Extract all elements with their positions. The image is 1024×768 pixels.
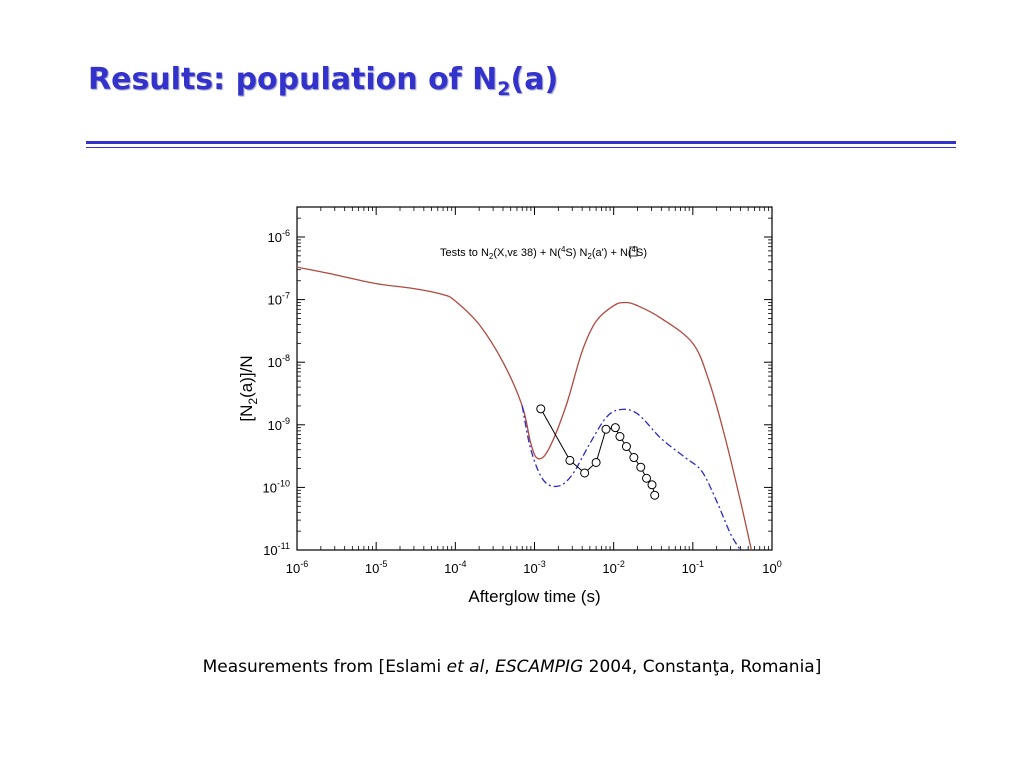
model-curve-solid <box>297 266 753 550</box>
measurement-point <box>591 457 601 467</box>
x-tick-label: 10-5 <box>365 559 387 576</box>
x-tick-label: 10-1 <box>682 559 704 576</box>
y-tick-label: 10-11 <box>263 541 290 558</box>
y-axis-label: [N2(a)]/N <box>237 355 260 421</box>
measurement-point <box>629 453 639 463</box>
model-curve-dashdot <box>521 405 742 550</box>
measurement-point <box>536 404 546 414</box>
measurement-point <box>610 423 620 433</box>
measurement-point <box>621 442 631 452</box>
x-tick-label: 10-4 <box>444 559 466 576</box>
measurement-point <box>615 432 625 442</box>
measurement-line <box>540 408 656 496</box>
x-tick-label: 10-6 <box>286 559 308 576</box>
y-tick-label: 10-6 <box>268 228 290 245</box>
annotation-missing-glyph <box>629 246 638 257</box>
y-tick-label: 10-9 <box>268 416 290 433</box>
measurement-point <box>642 473 652 483</box>
measurement-point <box>636 462 646 472</box>
x-tick-label: 100 <box>762 559 781 576</box>
x-tick-label: 10-2 <box>602 559 624 576</box>
measurement-point <box>580 468 590 478</box>
measurement-point <box>647 480 657 490</box>
chart-annotation: Tests to N2(X,vε 38) + N(4S) N2(a') + N(… <box>440 245 647 261</box>
y-tick-label: 10-10 <box>263 478 290 495</box>
x-axis-label: Afterglow time (s) <box>468 587 600 606</box>
measurement-point <box>650 490 660 500</box>
y-tick-label: 10-8 <box>268 353 290 370</box>
slide-title: Results: population of N2(a) <box>88 62 559 100</box>
slide-caption: Measurements from [Eslami et al, ESCAMPI… <box>202 657 822 677</box>
title-rule-thin <box>86 147 956 148</box>
measurement-point <box>601 424 611 434</box>
y-tick-label: 10-7 <box>268 291 290 308</box>
measurement-point <box>565 455 575 465</box>
x-tick-label: 10-3 <box>523 559 545 576</box>
title-rule-thick <box>86 141 956 144</box>
